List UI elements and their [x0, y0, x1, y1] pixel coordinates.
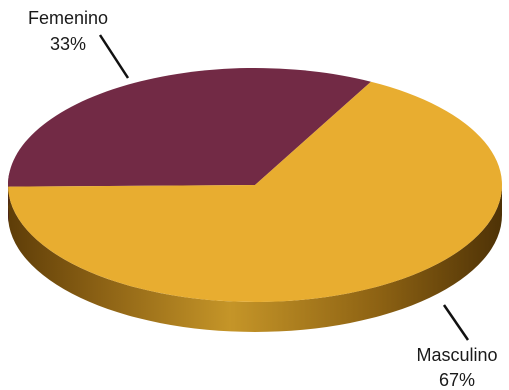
leader-line-masculino: [442, 304, 470, 341]
label-femenino-value: 33%: [50, 34, 86, 54]
masculino-side: [8, 185, 502, 332]
pie-slices: [7, 67, 502, 302]
label-masculino-name: Masculino: [416, 345, 497, 365]
slice-masculino: [8, 81, 502, 302]
slice-femenino: [7, 67, 371, 187]
leader-line-femenino: [98, 34, 130, 79]
leader-lines: [98, 34, 470, 341]
label-masculino-value: 67%: [439, 370, 475, 390]
label-femenino-name: Femenino: [28, 8, 108, 28]
